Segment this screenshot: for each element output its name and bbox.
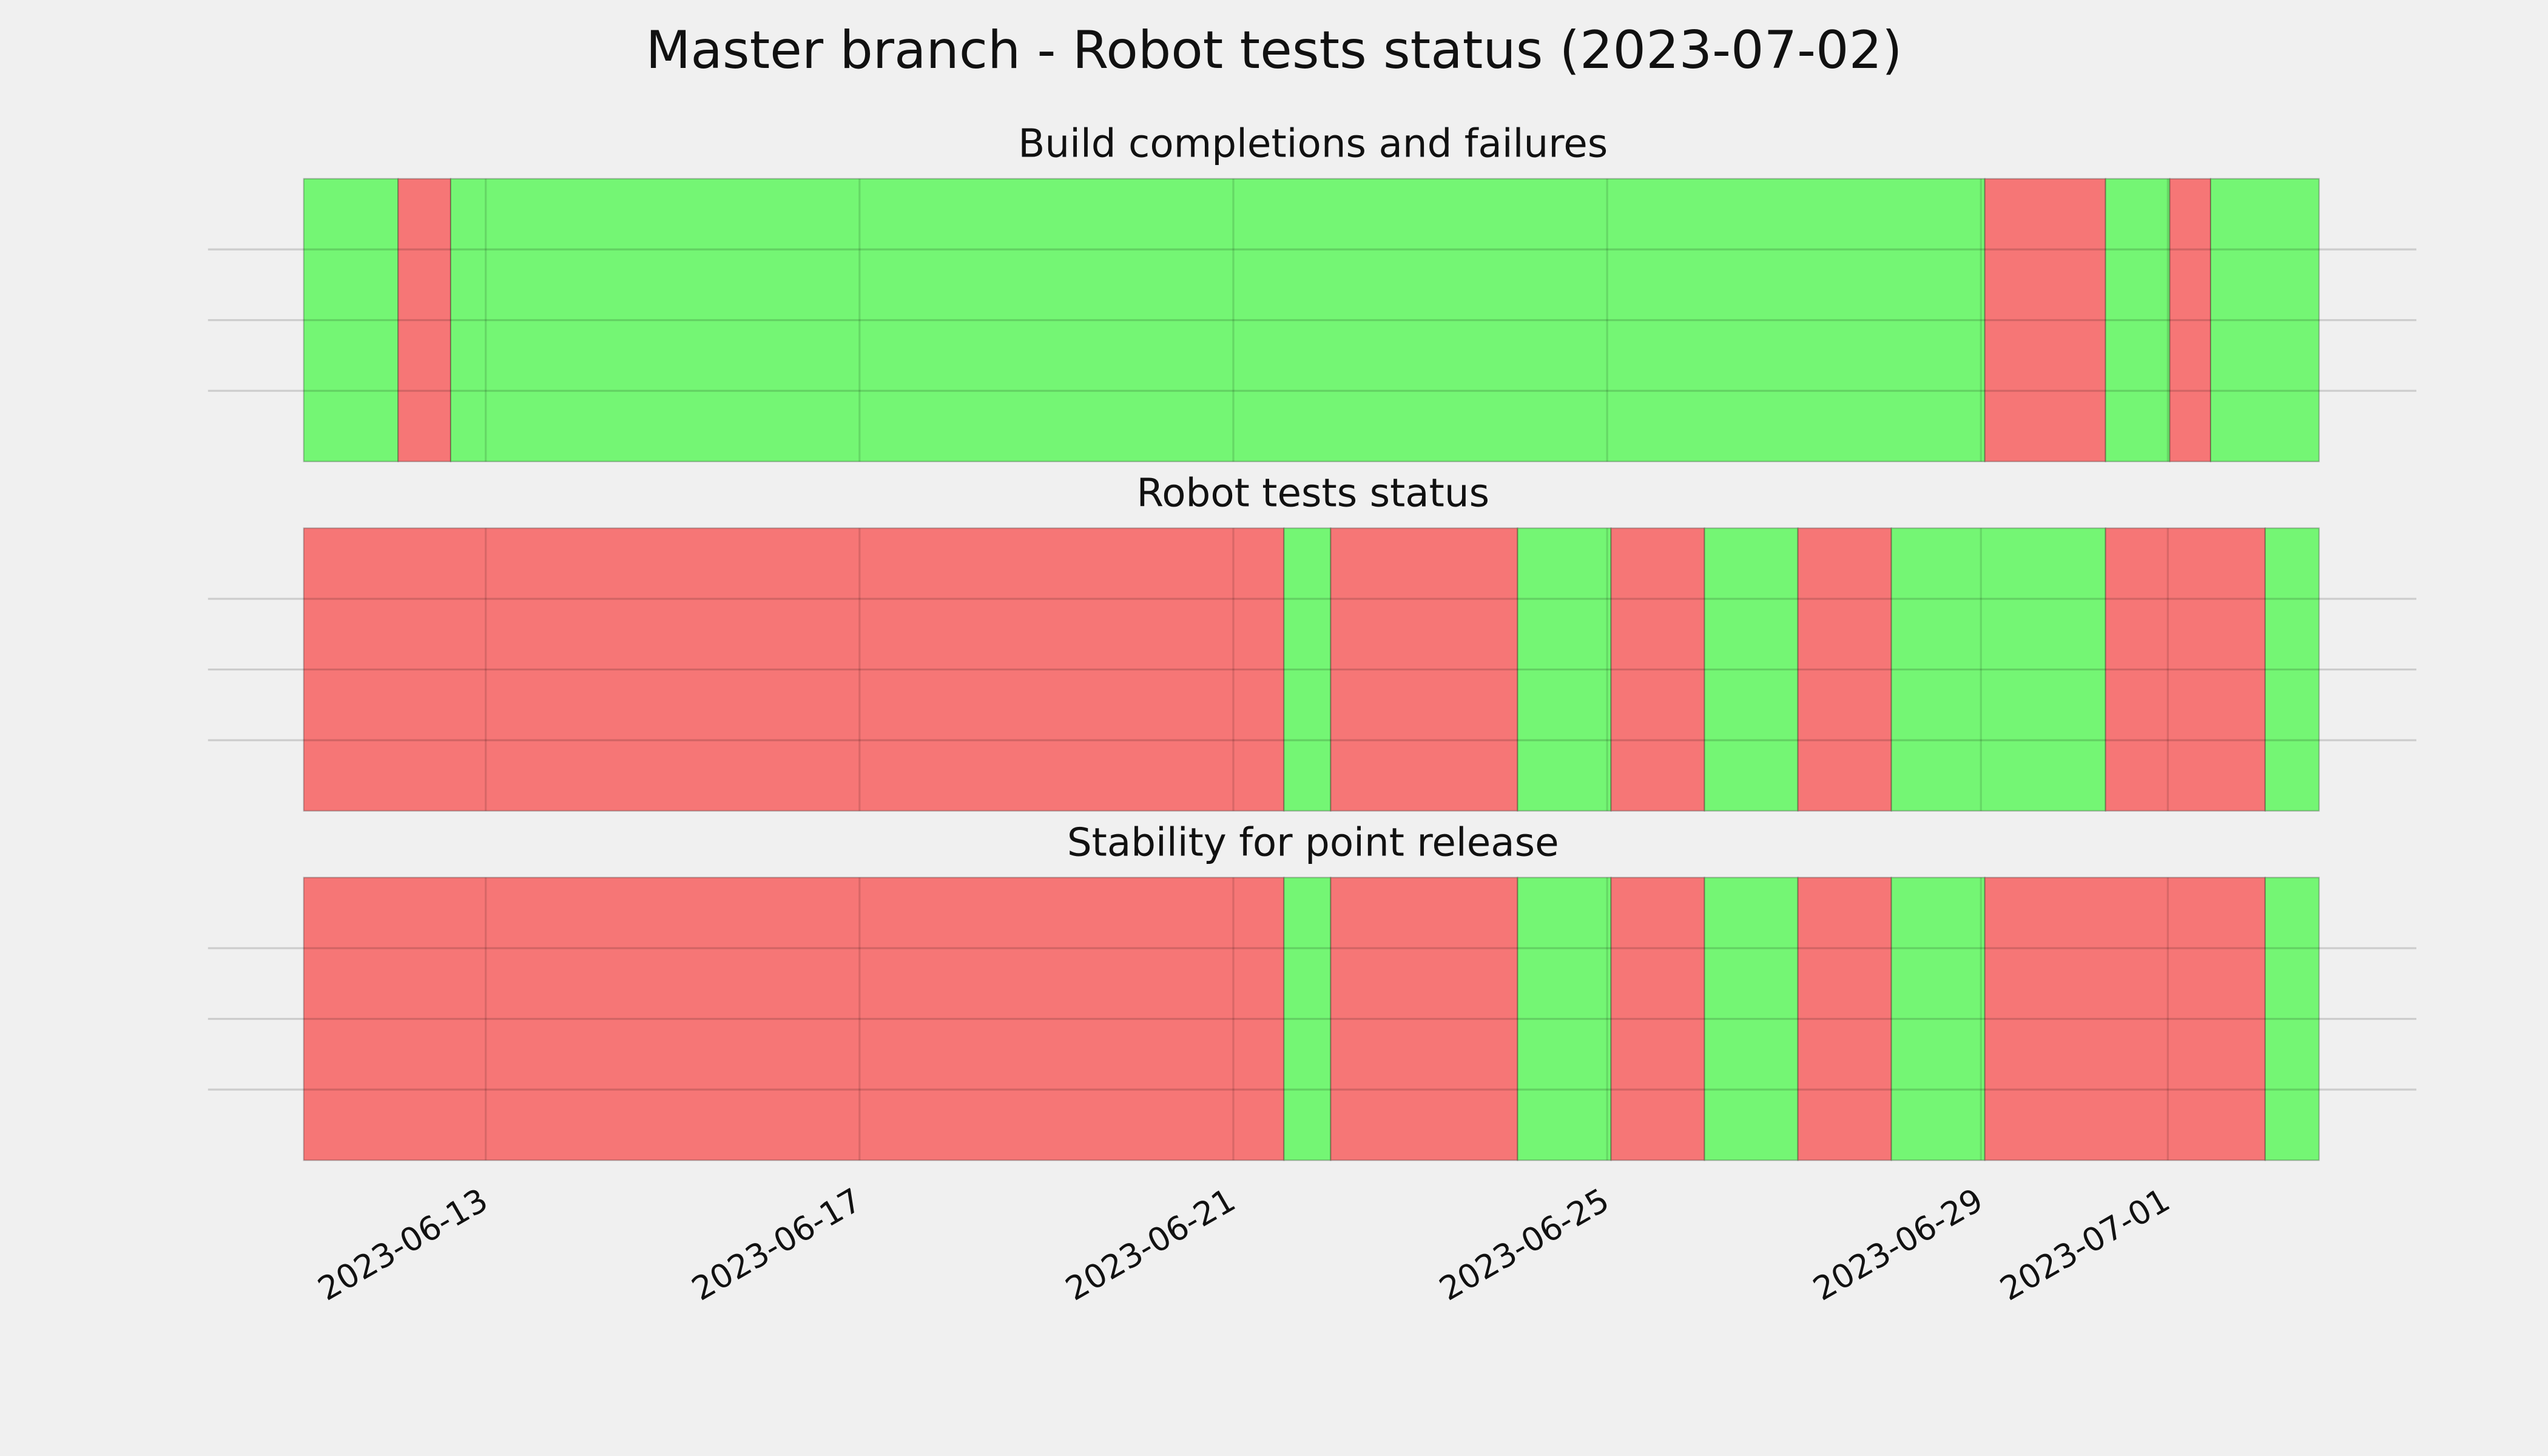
status-span — [303, 877, 1285, 1161]
status-span — [303, 527, 1285, 812]
status-span — [2169, 178, 2212, 462]
status-span — [450, 178, 1986, 462]
status-span — [2264, 527, 2320, 812]
status-span — [1283, 877, 1332, 1161]
status-span — [2105, 178, 2171, 462]
status-span — [1330, 527, 1518, 812]
status-span — [1797, 527, 1892, 812]
status-span — [1890, 527, 2106, 812]
status-span — [1704, 877, 1799, 1161]
status-span — [303, 178, 399, 462]
x-tick-label: 2023-07-01 — [1994, 1181, 2176, 1308]
status-span — [1330, 877, 1518, 1161]
x-tick-label: 2023-06-17 — [686, 1181, 868, 1308]
x-tick-label: 2023-06-25 — [1433, 1181, 1616, 1308]
panel-title: Robot tests status — [1136, 471, 1489, 516]
status-span — [1610, 877, 1705, 1161]
status-span — [1517, 877, 1612, 1161]
status-span — [1517, 527, 1612, 812]
status-span — [1283, 527, 1332, 812]
x-tick-label: 2023-06-21 — [1059, 1181, 1242, 1308]
status-span — [1704, 527, 1799, 812]
status-span — [2264, 877, 2320, 1161]
x-tick-label: 2023-06-29 — [1807, 1181, 1989, 1308]
panel-title: Stability for point release — [1067, 820, 1559, 865]
status-span — [1797, 877, 1892, 1161]
status-span — [1890, 877, 1986, 1161]
status-span — [1984, 877, 2266, 1161]
status-span — [1984, 178, 2106, 462]
status-span — [2209, 178, 2320, 462]
panel-title: Build completions and failures — [1018, 121, 1608, 167]
status-span — [2105, 527, 2266, 812]
x-tick-label: 2023-06-13 — [311, 1181, 494, 1308]
status-span — [397, 178, 451, 462]
chart-title: Master branch - Robot tests status (2023… — [645, 20, 1902, 81]
